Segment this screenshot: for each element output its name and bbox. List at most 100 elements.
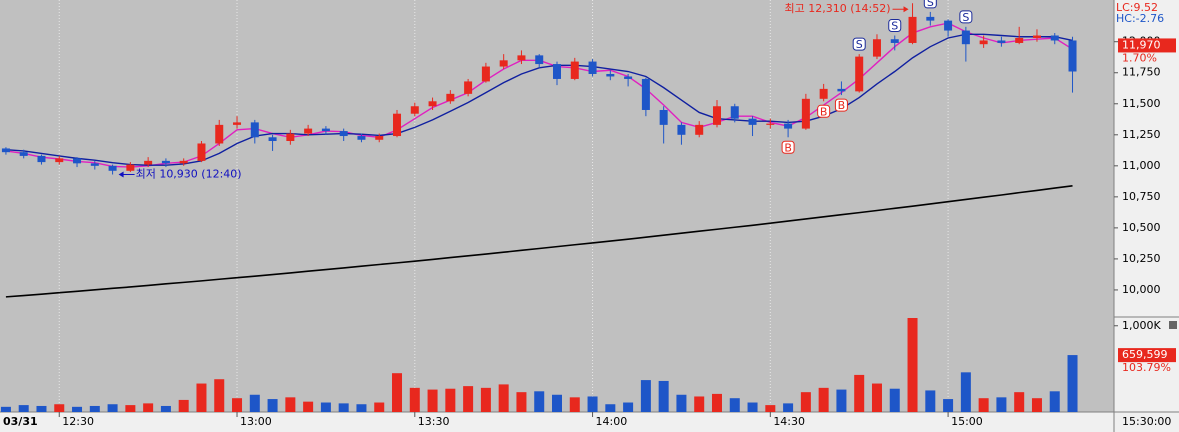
candle-body (570, 61, 579, 79)
volume-bar (409, 387, 420, 412)
volume-bar (1067, 355, 1078, 412)
volume-box (1118, 348, 1176, 363)
volume-bar (480, 387, 491, 412)
volume-bar (800, 392, 811, 412)
volume-bar (676, 394, 687, 412)
volume-box-label: 659,599 (1122, 348, 1168, 361)
candle-body (944, 20, 953, 31)
signal-label: S (927, 0, 934, 9)
x-tick-label: 13:00 (240, 415, 272, 428)
volume-bar (374, 402, 385, 412)
candle-body (499, 60, 508, 67)
volume-bar (1014, 392, 1025, 412)
candle-body (748, 118, 757, 125)
signal-label: B (784, 141, 792, 154)
candle-body (108, 165, 117, 171)
candle-body (535, 55, 544, 65)
ma-line (5, 185, 1073, 298)
volume-bar (303, 401, 314, 412)
volume-bar (623, 402, 634, 412)
signal-label: B (838, 99, 846, 112)
annotation-arrow (118, 171, 124, 178)
volume-bar (0, 406, 11, 412)
signal-label: B (820, 105, 828, 118)
volume-bar (569, 397, 580, 412)
volume-bar (978, 398, 989, 412)
y-tick-label: 1,000K (1122, 319, 1161, 332)
volume-bar (747, 402, 758, 412)
volume-bar (427, 389, 438, 412)
candle-body (339, 131, 348, 137)
signal-marker (923, 0, 937, 9)
volume-bar (72, 406, 83, 412)
volume-bar (889, 388, 900, 412)
candle-body (855, 56, 864, 92)
candle-body (588, 61, 597, 74)
signal-label: S (856, 38, 863, 51)
candle-body (446, 93, 455, 102)
volume-bar (463, 386, 474, 412)
price-panel (0, 0, 1114, 316)
candle-body (517, 55, 526, 61)
candle-body (464, 81, 473, 94)
x-tick-label: 14:00 (596, 415, 628, 428)
candle-body (641, 78, 650, 110)
volume-bar (640, 380, 651, 412)
candle-body (1050, 35, 1059, 41)
volume-bar (232, 398, 243, 412)
candle-body (393, 113, 402, 137)
candle-body (553, 64, 561, 79)
volume-change: 103.79% (1122, 361, 1171, 374)
volume-bar (320, 402, 331, 412)
close-icon[interactable] (1169, 321, 1177, 329)
y-tick-label: 11,500 (1122, 97, 1161, 110)
candle-body (250, 122, 259, 138)
volume-bar (125, 405, 136, 412)
volume-bar (658, 380, 669, 412)
candle-body (19, 152, 28, 156)
indicator: LC:9.52 (1116, 1, 1158, 14)
candle-body (161, 160, 170, 164)
volume-bar (54, 404, 65, 412)
candle-body (215, 124, 224, 144)
volume-bar (960, 372, 971, 412)
candle-body (712, 106, 721, 125)
volume-bar (996, 397, 1007, 412)
volume-bar (943, 399, 954, 412)
candle-body (286, 133, 295, 142)
volume-bar (36, 405, 47, 412)
low-annotation: 최저 10,930 (12:40) (136, 168, 242, 181)
volume-bar (818, 387, 829, 412)
volume-bar (18, 405, 29, 412)
volume-bar (534, 391, 545, 412)
candle-body (908, 16, 917, 43)
volume-bar (143, 403, 154, 412)
signal-marker (781, 140, 795, 154)
candle-body (926, 16, 935, 21)
candle-body (872, 39, 881, 57)
volume-bar (587, 396, 598, 412)
volume-bar (729, 398, 740, 412)
y-tick-label: 11,000 (1122, 159, 1161, 172)
candle-body (375, 136, 384, 140)
volume-bar (1031, 398, 1042, 412)
candle-body (659, 109, 668, 125)
volume-bar (89, 405, 100, 412)
volume-bar (854, 374, 865, 412)
price-box (1118, 38, 1176, 53)
volume-bar (925, 390, 936, 412)
signal-label: S (891, 20, 898, 33)
signal-marker (852, 37, 866, 51)
volume-bar (267, 399, 278, 412)
y-tick-label: 10,000 (1122, 283, 1161, 296)
candle-body (37, 155, 46, 163)
volume-bar (249, 394, 260, 412)
candle-body (90, 163, 99, 166)
volume-bar (516, 392, 527, 412)
candle-body (233, 122, 242, 125)
candle-body (730, 106, 739, 119)
volume-bar (107, 404, 118, 412)
candle-body (606, 73, 615, 77)
volume-bar (214, 379, 225, 412)
